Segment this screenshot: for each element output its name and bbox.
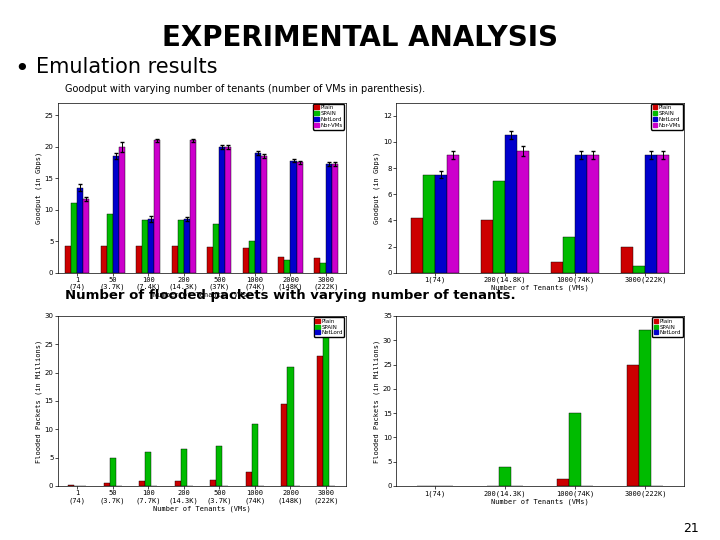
Bar: [323, 330, 329, 486]
Y-axis label: Goodput (in Gbps): Goodput (in Gbps): [374, 152, 380, 224]
Bar: [113, 156, 119, 273]
Bar: [154, 140, 161, 273]
Legend: Plain, SPAIN, NetLord: Plain, SPAIN, NetLord: [313, 317, 344, 337]
Text: EXPERIMENTAL ANALYSIS: EXPERIMENTAL ANALYSIS: [162, 24, 558, 52]
Legend: Plain, SPAIN, NetLord, Nor-VMs: Plain, SPAIN, NetLord, Nor-VMs: [651, 104, 683, 130]
Bar: [634, 266, 645, 273]
Bar: [423, 174, 435, 273]
Bar: [569, 413, 581, 486]
Text: Emulation results: Emulation results: [36, 57, 217, 77]
Bar: [552, 262, 563, 273]
Bar: [255, 153, 261, 273]
X-axis label: Number of Tenants (VMs): Number of Tenants (VMs): [153, 292, 251, 298]
Bar: [68, 485, 74, 486]
Bar: [119, 147, 125, 273]
X-axis label: Number of Tenants (VMs): Number of Tenants (VMs): [153, 505, 251, 511]
Bar: [284, 260, 290, 273]
Bar: [481, 220, 493, 273]
Bar: [216, 446, 222, 486]
Bar: [139, 482, 145, 486]
Bar: [65, 246, 71, 273]
Bar: [587, 155, 599, 273]
Bar: [104, 483, 109, 486]
Bar: [184, 219, 190, 273]
Text: (b) Clique Topology: (b) Clique Topology: [496, 338, 584, 346]
Bar: [493, 181, 505, 273]
Bar: [297, 163, 302, 273]
Y-axis label: Flooded Packets (in Millions): Flooded Packets (in Millions): [374, 339, 380, 463]
Bar: [279, 257, 284, 273]
Y-axis label: Goodput (in Gbps): Goodput (in Gbps): [35, 152, 42, 224]
Bar: [410, 218, 423, 273]
Legend: Plain, SPAIN, NetLord: Plain, SPAIN, NetLord: [652, 317, 683, 337]
Bar: [627, 364, 639, 486]
Bar: [575, 155, 587, 273]
Bar: [499, 467, 511, 486]
Bar: [621, 247, 634, 273]
Bar: [320, 263, 326, 273]
Bar: [178, 220, 184, 273]
Text: •: •: [14, 57, 29, 80]
Bar: [557, 478, 569, 486]
Bar: [220, 147, 225, 273]
Bar: [143, 220, 148, 273]
X-axis label: Number of Tenants (VMs): Number of Tenants (VMs): [491, 285, 589, 291]
Bar: [181, 449, 187, 486]
Bar: [282, 404, 287, 486]
Bar: [84, 199, 89, 273]
Bar: [326, 164, 332, 273]
Bar: [243, 248, 249, 273]
X-axis label: Number of Tenants (VMs): Number of Tenants (VMs): [491, 498, 589, 504]
Bar: [71, 204, 77, 273]
Legend: Plain, SPAIN, NetLord, Nor-VMs: Plain, SPAIN, NetLord, Nor-VMs: [312, 104, 344, 130]
Bar: [145, 452, 151, 486]
Bar: [175, 482, 181, 486]
Bar: [314, 258, 320, 273]
Bar: [210, 481, 216, 486]
Bar: [287, 367, 294, 486]
Bar: [136, 246, 143, 273]
Bar: [639, 330, 652, 486]
Bar: [225, 147, 231, 273]
Bar: [563, 238, 575, 273]
Bar: [172, 246, 178, 273]
Text: 21: 21: [683, 522, 698, 535]
Bar: [249, 241, 255, 273]
Text: Number of flooded packets with varying number of tenants.: Number of flooded packets with varying n…: [65, 289, 516, 302]
Bar: [252, 423, 258, 486]
Bar: [107, 214, 113, 273]
Y-axis label: Flooded Packets (in Millions): Flooded Packets (in Millions): [35, 339, 42, 463]
Bar: [101, 246, 107, 273]
Bar: [435, 174, 446, 273]
Bar: [207, 247, 213, 273]
Bar: [109, 457, 116, 486]
Text: (a) FatTree Topology: (a) FatTree Topology: [156, 338, 248, 346]
Text: Goodput with varying number of tenants (number of VMs in parenthesis).: Goodput with varying number of tenants (…: [65, 84, 425, 94]
Bar: [446, 155, 459, 273]
Bar: [657, 155, 670, 273]
Bar: [505, 136, 517, 273]
Bar: [332, 164, 338, 273]
Bar: [148, 219, 154, 273]
Bar: [261, 156, 267, 273]
Bar: [77, 187, 84, 273]
Bar: [645, 155, 657, 273]
Bar: [317, 355, 323, 486]
Bar: [290, 160, 297, 273]
Bar: [213, 224, 220, 273]
Bar: [246, 472, 252, 486]
Bar: [190, 140, 196, 273]
Bar: [517, 151, 528, 273]
